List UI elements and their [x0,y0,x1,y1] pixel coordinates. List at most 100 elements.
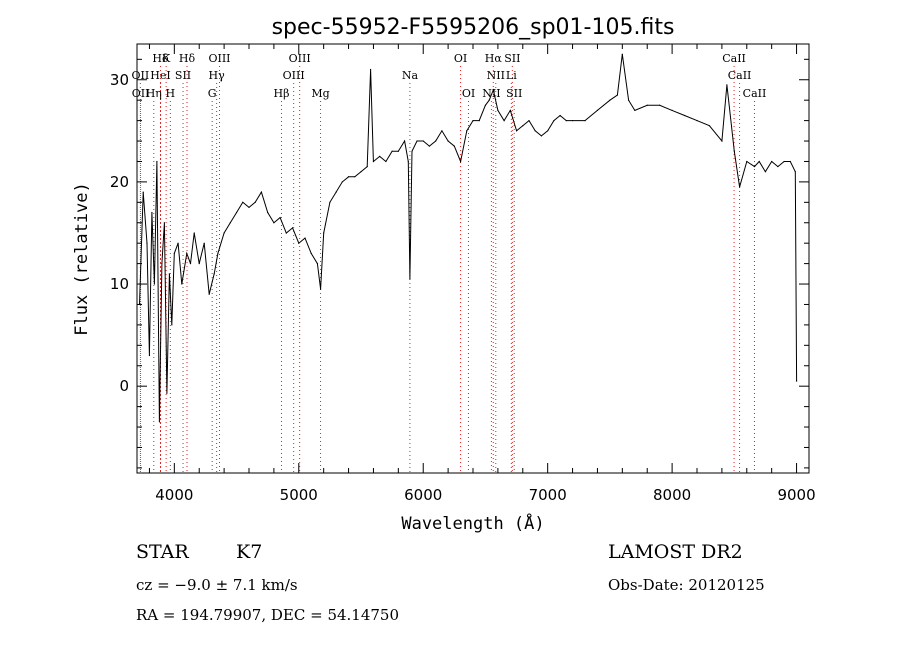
spectrum-point [213,273,215,275]
marker-label: Li [506,69,517,82]
spectrum-point [683,114,686,117]
spectrum-point [235,211,238,214]
object-class: STAR [136,541,189,563]
spectrum-point [304,237,306,239]
spectrum-point [783,160,785,163]
marker-lines [139,66,755,473]
spectrum-point [142,191,144,193]
spectrum-point [254,201,256,203]
spectrum-point [366,165,368,168]
spectrum-point [208,293,210,295]
spectrum-point [484,104,487,106]
y-tick-label: 0 [119,377,129,395]
spectrum-point [223,232,225,234]
spectrum-point [522,125,524,127]
spectrum-point [497,109,499,111]
spectrum-point [478,120,480,122]
spectrum-point [509,109,511,111]
marker-label: Na [402,69,419,82]
x-tick-label: 4000 [155,486,193,504]
spectrum-point [571,120,574,122]
spectrum-point [565,120,567,122]
object-subclass: K7 [236,541,262,563]
marker-label: CaII [722,52,746,65]
marker-label: OI [454,52,467,65]
x-tick-label: 6000 [404,486,442,504]
marker-label: Hγ [209,69,226,82]
spectrum-point [203,242,205,244]
spectrum-point [354,176,356,178]
spectrum-point [323,232,325,234]
spectrum-point [609,99,611,101]
marker-label: SII [504,52,520,65]
marker-label: OIII [283,69,305,82]
marker-label: Hη [146,87,162,100]
spectrum-point [447,140,449,142]
x-axis: 4000 5000 6000 7000 8000 9000 [148,44,816,504]
spectrum-point [298,242,300,244]
spectrum-point [151,211,153,214]
spectrum-point [738,186,741,188]
spectrum-point [411,150,413,152]
obs-date-text: Obs-Date: 20120125 [608,576,765,594]
spectrum-point [161,263,163,265]
spectrum-point [466,130,468,132]
spectrum-point [416,140,418,142]
spectrum-point [177,242,179,244]
spectrum-point [248,206,250,209]
spectrum-point [528,120,530,122]
spectrum-point [758,160,760,163]
spectrum-point [166,392,168,394]
spectrum-point [291,227,294,229]
spectrum-point [472,120,474,122]
spectrum-point [621,53,623,55]
marker-label: CaII [728,69,752,82]
spectrum-point [553,120,555,122]
spectrum-point [488,99,490,101]
spectrum-points [138,53,798,423]
spectrum-point [341,181,343,183]
marker-label: Hδ [152,52,169,65]
spectrum-point [753,165,756,168]
spectrum-point [273,222,275,224]
spectrum-point [372,160,375,163]
marker-label: SII [175,69,191,82]
marker-label: HeI [150,69,170,82]
spectrum-point [671,109,673,111]
marker-label: OII [132,69,150,82]
x-tick-label: 7000 [529,486,567,504]
y-axis: 0 10 20 30 [110,58,809,469]
marker-label: Mg [311,87,329,100]
x-tick-label: 8000 [653,486,691,504]
spectrum-point [534,130,536,132]
redshift-text: cz = −9.0 ± 7.1 km/s [136,576,298,594]
coords-text: RA = 194.79907, DEC = 54.14750 [136,606,399,624]
spectrum-point [229,222,231,224]
spectrum-point [453,145,455,147]
spectrum-point [459,160,462,163]
spectrum-point [435,140,437,142]
spectrum-point [242,201,244,203]
marker-label: OI [462,87,475,100]
chart-title: spec-55952-F5595206_sp01-105.fits [272,15,675,40]
spectrum-point [721,140,723,142]
spectrum-point [422,140,424,142]
spectrum-point [335,191,337,193]
spectrum-point [659,104,661,106]
marker-label: Hα [485,52,503,65]
marker-label: Hδ [179,52,196,65]
spectrum-point [146,242,148,244]
spectrum-point [153,283,156,285]
spectrum-point [492,89,494,91]
spectrum-point [168,273,170,275]
spectrum-point [627,99,630,101]
spectrum-point [279,217,281,219]
spectrum-point [385,160,387,163]
spectrum-point [726,84,728,86]
spectrum-point [360,171,362,173]
spectrum-point [596,109,599,111]
spectrum-point [794,171,796,173]
marker-label: OIII [208,52,230,65]
